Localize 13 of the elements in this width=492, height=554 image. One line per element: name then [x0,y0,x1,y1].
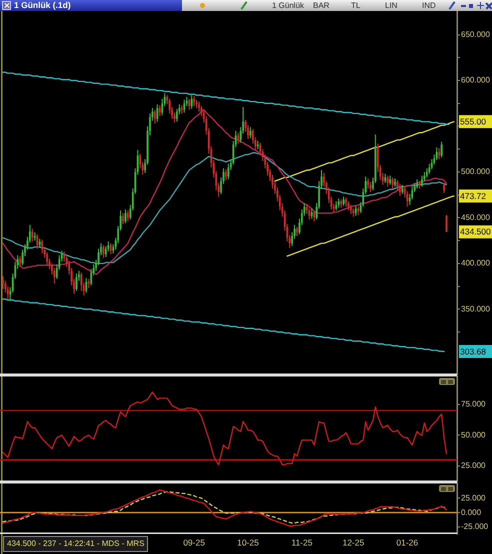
x-tick-label: 09-25 [183,537,206,548]
y-tick-label: 75.000 [461,400,486,409]
y-tick-label: -25.000 [461,522,489,532]
candlestick [2,276,4,290]
x-tick-label: 10-25 [237,537,260,548]
text: 434.500 - 237 - 14:22:41 - MDS - MRS [3,536,148,552]
x-tick-label: 01-26 [396,537,418,548]
x-tick-label: 12-25 [342,537,364,548]
y-tick-label: 25.000 [461,461,486,470]
y-tick-label: 50.000 [461,430,486,440]
x-tick-label: 11-25 [291,537,313,548]
y-tick-label: 0.000 [461,508,482,517]
y-tick-label: 25.000 [461,493,486,502]
